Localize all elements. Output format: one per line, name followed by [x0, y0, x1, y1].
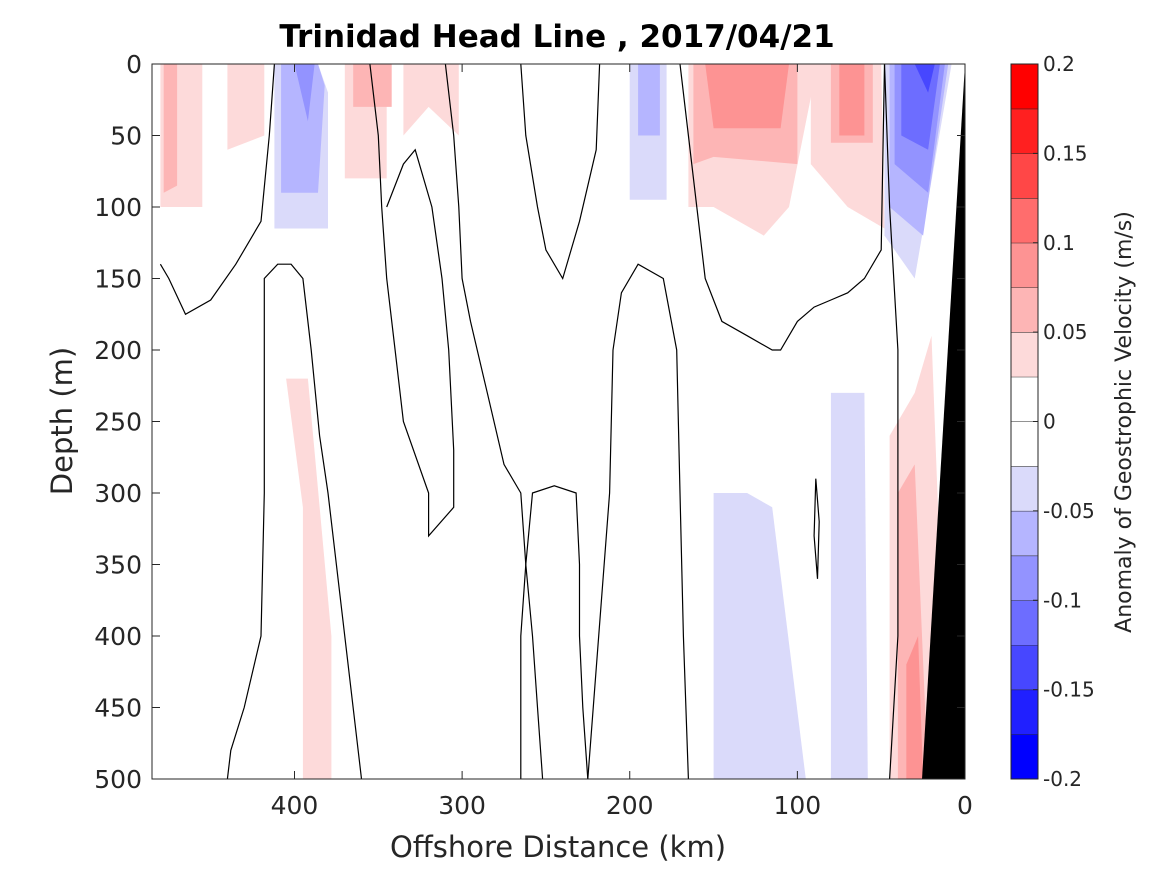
y-tick-label: 300	[94, 479, 142, 508]
y-tick-label: 150	[94, 265, 142, 294]
colorbar-block	[1011, 287, 1038, 333]
bathymetry	[922, 64, 965, 779]
velocity-region	[901, 64, 940, 150]
colorbar-block	[1011, 734, 1038, 779]
zero-contour-line	[813, 478, 820, 579]
colorbar-block	[1011, 510, 1038, 556]
y-tick-label: 250	[94, 408, 142, 437]
colorbar-tick-label: -0.15	[1043, 678, 1095, 702]
velocity-region	[830, 392, 868, 779]
y-axis-label: Depth (m)	[45, 347, 79, 495]
colorbar-block	[1011, 421, 1038, 467]
colorbar-block	[1011, 555, 1038, 601]
zero-contour-line	[369, 64, 455, 538]
colorbar-block	[1011, 242, 1038, 288]
colorbar-block	[1011, 689, 1038, 735]
y-tick-label: 450	[94, 694, 142, 723]
velocity-regions	[160, 64, 952, 779]
x-axis-label: Offshore Distance (km)	[390, 830, 726, 864]
velocity-region	[286, 378, 332, 779]
velocity-region	[713, 493, 806, 779]
colorbar-tick-label: 0	[1043, 410, 1056, 434]
velocity-region	[705, 64, 789, 129]
zero-contour-line	[520, 485, 589, 779]
y-tick-label: 100	[94, 193, 142, 222]
colorbar-tick-label: 0.05	[1043, 320, 1088, 344]
colorbar-block	[1011, 153, 1038, 199]
colorbar-block	[1011, 644, 1038, 690]
velocity-region	[897, 464, 929, 779]
velocity-region	[638, 64, 660, 136]
zero-contours	[159, 64, 899, 779]
x-tick-label: 100	[774, 791, 822, 820]
chart-title: Trinidad Head Line , 2017/04/21	[279, 19, 834, 55]
plot-area	[151, 63, 966, 780]
y-tick-label: 350	[94, 551, 142, 580]
velocity-region	[906, 636, 924, 779]
colorbar-label: Anomaly of Geostrophic Velocity (m/s)	[1112, 211, 1137, 633]
colorbar-block	[1011, 64, 1038, 109]
colorbar-tick-label: -0.2	[1043, 767, 1082, 791]
zero-contour-line	[679, 64, 886, 351]
y-axis: 0 50 100 150 200 250 300 350 400 450 500	[94, 50, 965, 794]
velocity-region	[839, 64, 865, 136]
y-tick-label: 500	[94, 765, 142, 794]
velocity-region	[294, 64, 315, 122]
colorbar-tick-label: -0.05	[1043, 499, 1095, 523]
y-tick-label: 400	[94, 622, 142, 651]
colorbar-tick-label: 0.2	[1043, 52, 1075, 76]
x-tick-label: 0	[957, 791, 973, 820]
y-tick-label: 50	[110, 122, 142, 151]
zero-contour-line	[883, 64, 899, 779]
colorbar-blocks	[1011, 63, 1038, 779]
velocity-region	[281, 64, 325, 193]
colorbar-block	[1011, 466, 1038, 511]
colorbar-tick-label: 0.1	[1043, 231, 1075, 255]
velocity-region	[227, 64, 265, 150]
velocity-region	[403, 64, 459, 136]
colorbar-tick-label: 0.15	[1043, 141, 1088, 165]
y-tick-label: 200	[94, 336, 142, 365]
seafloor-bathymetry	[922, 64, 965, 779]
colorbar-block	[1011, 332, 1038, 377]
zero-contour-line	[520, 64, 601, 280]
velocity-region	[163, 64, 178, 193]
zero-contour-line	[444, 64, 544, 779]
x-tick-label: 300	[438, 791, 486, 820]
colorbar: 0.2 0.15 0.1 0.05 0 -0.05 -0.1 -0.15 -0.2 Anomal…	[1010, 52, 1137, 791]
zero-contour-line	[226, 263, 363, 779]
colorbar-ticks: 0.2 0.15 0.1 0.05 0 -0.05 -0.1 -0.15 -0.2	[1033, 52, 1095, 791]
x-axis: 400 300 200 100 0	[271, 64, 973, 820]
zero-contour-line	[159, 64, 275, 316]
colorbar-tick-label: -0.1	[1043, 588, 1082, 612]
velocity-region	[914, 64, 935, 93]
zero-contour-line	[587, 263, 689, 779]
colorbar-block	[1011, 198, 1038, 243]
colorbar-block	[1011, 108, 1038, 154]
colorbar-block	[1011, 376, 1038, 422]
colorbar-block	[1011, 600, 1038, 645]
y-tick-label: 0	[126, 50, 142, 79]
x-tick-label: 200	[606, 791, 654, 820]
x-tick-label: 400	[271, 791, 319, 820]
